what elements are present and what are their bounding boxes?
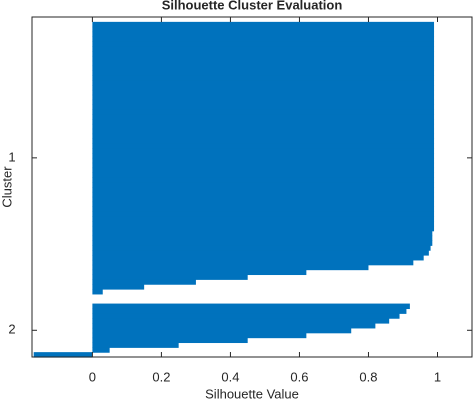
silhouette-bar (92, 123, 435, 130)
silhouette-bar (92, 250, 429, 256)
silhouette-bar (92, 342, 179, 348)
silhouette-bar (92, 172, 435, 178)
silhouette-bar (92, 46, 435, 52)
silhouette-bar (92, 167, 435, 174)
silhouette-bar (92, 80, 435, 86)
silhouette-bar (92, 109, 435, 115)
silhouette-bar (92, 313, 400, 319)
silhouette-bar (92, 128, 435, 135)
silhouette-bar (92, 75, 435, 81)
silhouette-bar (92, 332, 307, 339)
y-axis-label: Cluster (0, 166, 14, 208)
silhouette-bar (92, 70, 435, 76)
silhouette-bar (92, 337, 248, 344)
silhouette-bar (92, 89, 435, 96)
silhouette-bar (92, 51, 435, 57)
silhouette-bar (92, 138, 435, 144)
silhouette-bar (92, 21, 435, 28)
silhouette-bar (92, 55, 435, 62)
x-tick-label: 1 (434, 369, 441, 384)
silhouette-bar (92, 201, 435, 208)
silhouette-bar (92, 133, 435, 140)
silhouette-bar (92, 269, 307, 276)
silhouette-bar (92, 289, 103, 295)
silhouette-bar (92, 187, 435, 193)
silhouette-bar (92, 196, 435, 203)
silhouette-bar (92, 347, 110, 353)
silhouette-bar (92, 94, 435, 101)
silhouette-bar (92, 182, 435, 188)
silhouette-bar (92, 216, 435, 222)
silhouette-bar (92, 284, 145, 290)
x-tick-label: 0.2 (152, 369, 170, 384)
silhouette-bar (92, 41, 435, 47)
silhouette-bar (92, 119, 435, 125)
x-tick-label: 0.4 (221, 369, 239, 384)
silhouette-bar (92, 177, 435, 183)
silhouette-bar (92, 221, 435, 227)
silhouette-bar (92, 211, 435, 217)
silhouette-bar (92, 60, 435, 67)
silhouette-bar (92, 26, 435, 33)
silhouette-bar (92, 225, 435, 232)
silhouette-bar (92, 255, 424, 261)
silhouette-bar (92, 191, 435, 198)
silhouette-bar (92, 36, 435, 42)
silhouette-bar (92, 264, 369, 271)
x-tick-label: 0 (89, 369, 96, 384)
silhouette-bar (92, 104, 435, 110)
silhouette-bar (92, 274, 248, 280)
silhouette-bar (92, 259, 414, 266)
silhouette-bar (92, 143, 435, 149)
chart-title: Silhouette Cluster Evaluation (162, 0, 343, 12)
silhouette-bar (92, 148, 435, 154)
x-tick-label: 0.6 (290, 369, 308, 384)
silhouette-bar (92, 327, 352, 334)
silhouette-bar (92, 157, 435, 164)
silhouette-bar (92, 99, 435, 106)
silhouette-bar (92, 153, 435, 159)
silhouette-bar (92, 162, 435, 169)
silhouette-bar (92, 235, 433, 242)
silhouette-bar (92, 303, 410, 310)
x-axis-label: Silhouette Value (205, 386, 299, 401)
silhouette-bar (92, 85, 435, 91)
silhouette-bar (92, 230, 433, 237)
silhouette-bar (92, 206, 435, 212)
silhouette-bar (92, 114, 435, 120)
x-tick-label: 0.8 (359, 369, 377, 384)
silhouette-bar (33, 352, 93, 358)
silhouette-bar (92, 323, 376, 329)
silhouette-bar (92, 31, 435, 38)
silhouette-bar (92, 279, 196, 285)
axes-box (31, 16, 473, 358)
silhouette-bar (92, 65, 435, 72)
silhouette-bar (92, 245, 431, 251)
y-tick-label: 1 (8, 149, 15, 164)
y-tick-label: 2 (8, 322, 15, 337)
silhouette-bar (92, 318, 390, 324)
silhouette-bar (92, 308, 407, 314)
silhouette-bar (92, 240, 433, 246)
